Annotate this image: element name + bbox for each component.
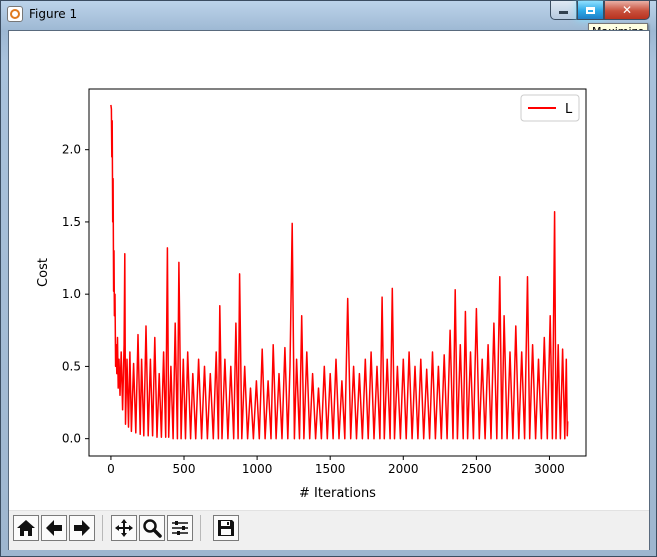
close-icon: ✕ xyxy=(621,3,633,17)
forward-button[interactable] xyxy=(69,515,95,541)
series-line-L xyxy=(110,104,569,440)
subplots-config-icon xyxy=(172,521,188,535)
maximize-icon xyxy=(586,6,595,14)
minimize-button[interactable] xyxy=(550,1,577,20)
x-tick-label: 0 xyxy=(107,462,115,476)
x-tick-label: 500 xyxy=(173,462,196,476)
close-button[interactable]: ✕ xyxy=(604,1,650,20)
maximize-button[interactable] xyxy=(577,1,604,20)
figure-client-area: 0 500 1000 1500 2000 2500 3000 0.0 0.5 1.0 1.5 2.0 #… xyxy=(8,30,650,550)
back-arrow-icon xyxy=(46,520,62,536)
x-tick-label: 2500 xyxy=(461,462,492,476)
y-tick-label: 0.5 xyxy=(62,359,81,373)
zoom-button[interactable] xyxy=(139,515,165,541)
home-button[interactable] xyxy=(13,515,39,541)
save-button[interactable] xyxy=(213,515,239,541)
window-controls: ✕ xyxy=(550,1,650,21)
pan-icon xyxy=(115,519,133,537)
y-tick-label: 2.0 xyxy=(62,143,81,157)
x-tick-label: 1500 xyxy=(315,462,346,476)
configure-subplots-button[interactable] xyxy=(167,515,193,541)
x-tick-label: 2000 xyxy=(388,462,419,476)
title-bar[interactable]: Figure 1 ✕ xyxy=(1,1,656,29)
y-tick-label: 1.0 xyxy=(62,287,81,301)
x-axis-label: # Iterations xyxy=(299,486,376,501)
x-tick-label: 3000 xyxy=(534,462,565,476)
zoom-icon xyxy=(143,519,162,538)
minimize-icon xyxy=(559,11,568,14)
pan-button[interactable] xyxy=(111,515,137,541)
axes-frame xyxy=(88,88,587,457)
chart-svg: 0 500 1000 1500 2000 2500 3000 0.0 0.5 1.0 1.5 2.0 #… xyxy=(36,88,587,501)
y-axis-label: Cost xyxy=(36,258,51,287)
x-tick-label: 1000 xyxy=(242,462,273,476)
legend-label: L xyxy=(565,102,573,117)
home-icon xyxy=(17,520,35,536)
app-icon xyxy=(7,6,23,22)
back-button[interactable] xyxy=(41,515,67,541)
toolbar-separator xyxy=(200,515,201,541)
window-title: Figure 1 xyxy=(29,7,78,21)
navigation-toolbar xyxy=(9,510,649,550)
save-icon xyxy=(218,520,234,536)
y-tick-label: 1.5 xyxy=(62,215,81,229)
forward-arrow-icon xyxy=(74,520,90,536)
toolbar-separator xyxy=(102,515,103,541)
figure-canvas[interactable]: 0 500 1000 1500 2000 2500 3000 0.0 0.5 1.0 1.5 2.0 #… xyxy=(9,31,649,510)
y-tick-label: 0.0 xyxy=(62,432,81,446)
